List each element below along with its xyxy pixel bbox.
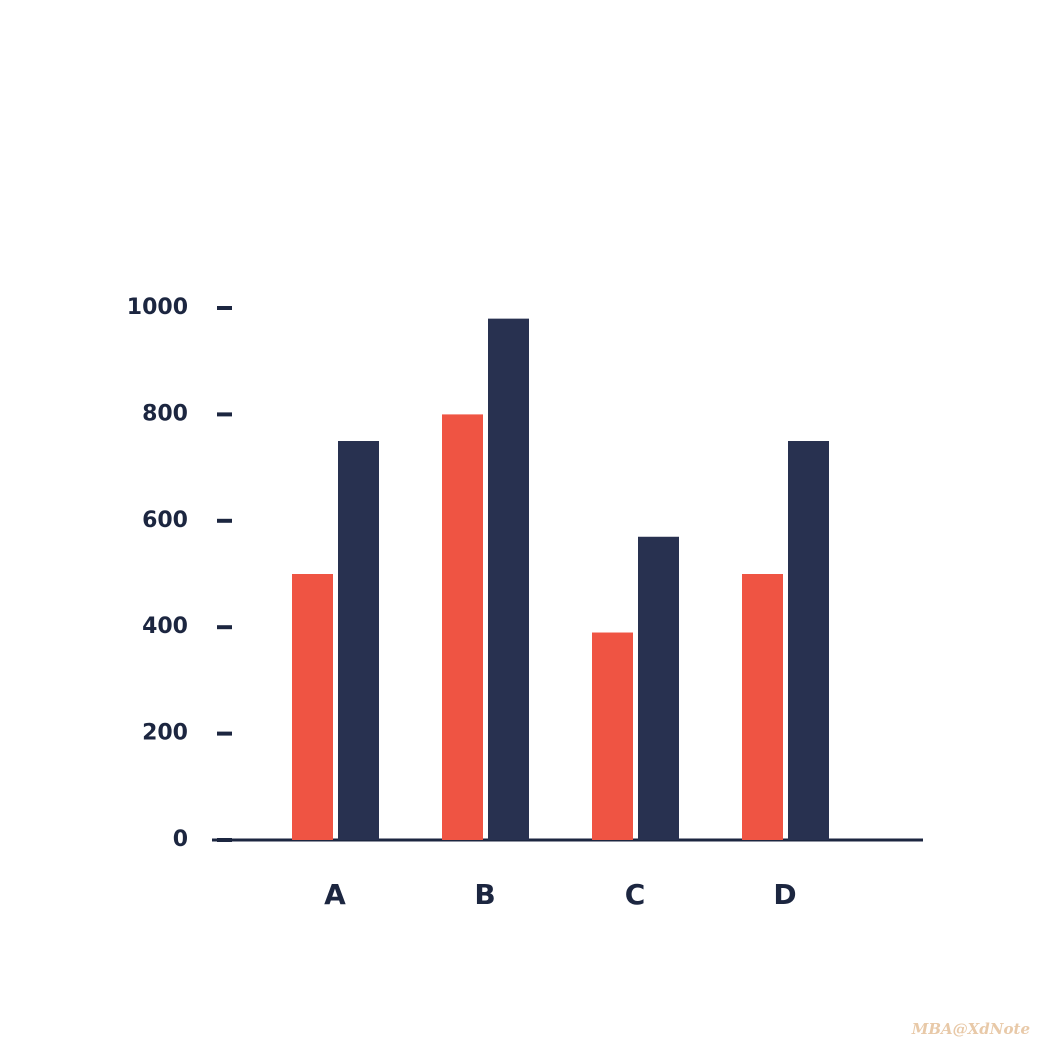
bar <box>592 632 633 840</box>
x-tick-label: D <box>773 878 796 911</box>
y-tick-label: 0 <box>173 827 188 852</box>
bar <box>292 574 333 840</box>
bar <box>638 536 679 840</box>
x-tick-label: C <box>625 878 646 911</box>
y-tick-label: 600 <box>142 508 188 533</box>
y-tick-label: 1000 <box>127 295 188 320</box>
x-tick-label: B <box>474 878 495 911</box>
bar <box>488 318 529 840</box>
y-tick-label: 400 <box>142 614 188 639</box>
x-tick-label: A <box>324 878 346 911</box>
bar <box>442 414 483 840</box>
bar <box>788 441 829 840</box>
bar <box>338 441 379 840</box>
watermark: MBA@XdNote <box>911 1020 1030 1038</box>
y-tick-label: 200 <box>142 721 188 746</box>
bar <box>742 574 783 840</box>
y-tick-label: 800 <box>142 401 188 426</box>
